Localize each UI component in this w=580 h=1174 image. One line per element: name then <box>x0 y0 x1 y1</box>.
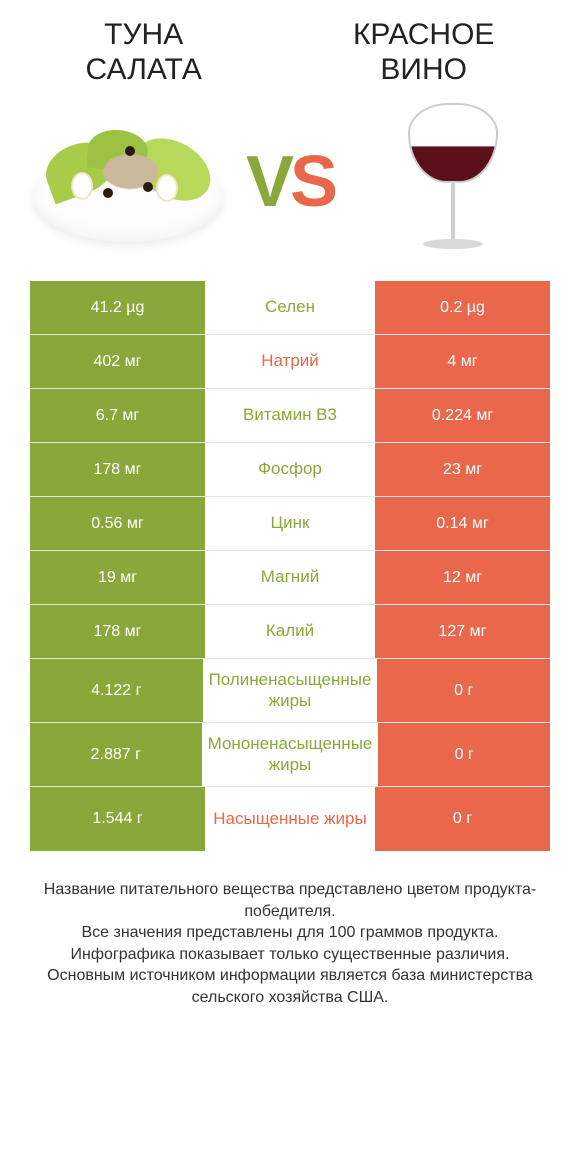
left-value-cell: 1.544 г <box>30 787 205 851</box>
table-row: 178 мгКалий127 мг <box>30 605 550 659</box>
table-row: 402 мгНатрий4 мг <box>30 335 550 389</box>
left-value-cell: 6.7 мг <box>30 389 205 442</box>
table-row: 178 мгФосфор23 мг <box>30 443 550 497</box>
right-value-cell: 12 мг <box>375 551 550 604</box>
footer-line-4: Основным источником информации является … <box>18 965 562 1008</box>
titles-row: Туна Салата Красное Вино <box>0 0 580 97</box>
nutrient-name-cell: Фосфор <box>205 443 375 496</box>
nutrient-name-cell: Цинк <box>205 497 375 550</box>
right-title-line1: Красное <box>353 18 495 51</box>
nutrient-name-cell: Натрий <box>205 335 375 388</box>
wine-glass-icon <box>393 97 513 267</box>
left-product-title: Туна Салата <box>86 18 202 87</box>
table-row: 19 мгМагний12 мг <box>30 551 550 605</box>
table-row: 4.122 гПолиненасыщенные жиры0 г <box>30 659 550 723</box>
table-row: 2.887 гМононенасыщенные жиры0 г <box>30 723 550 787</box>
left-value-cell: 41.2 µg <box>30 281 205 334</box>
left-value-cell: 0.56 мг <box>30 497 205 550</box>
nutrient-name-cell: Насыщенные жиры <box>205 787 375 851</box>
left-value-cell: 4.122 г <box>30 659 203 722</box>
footer-line-1: Название питательного вещества представл… <box>18 879 562 922</box>
nutrient-name-cell: Калий <box>205 605 375 658</box>
right-value-cell: 0.2 µg <box>375 281 550 334</box>
left-value-cell: 2.887 г <box>30 723 202 786</box>
right-value-cell: 0 г <box>377 659 550 722</box>
left-value-cell: 402 мг <box>30 335 205 388</box>
vs-v: V <box>246 142 290 222</box>
nutrient-name-cell: Витамин B3 <box>205 389 375 442</box>
right-value-cell: 0 г <box>378 723 550 786</box>
left-title-line2: Салата <box>86 53 202 86</box>
right-value-cell: 23 мг <box>375 443 550 496</box>
left-value-cell: 19 мг <box>30 551 205 604</box>
left-value-cell: 178 мг <box>30 605 205 658</box>
vs-label: VS <box>246 141 334 223</box>
left-title-line1: Туна <box>104 18 183 51</box>
table-row: 41.2 µgСелен0.2 µg <box>30 281 550 335</box>
right-value-cell: 4 мг <box>375 335 550 388</box>
left-product-image <box>30 107 225 257</box>
images-row: VS <box>0 97 580 281</box>
table-row: 1.544 гНасыщенные жиры0 г <box>30 787 550 851</box>
right-value-cell: 0 г <box>375 787 550 851</box>
infographic-root: Туна Салата Красное Вино VS 41.2 µgС <box>0 0 580 1174</box>
right-value-cell: 0.14 мг <box>375 497 550 550</box>
nutrient-name-cell: Селен <box>205 281 375 334</box>
right-title-line2: Вино <box>380 53 467 86</box>
footer-notes: Название питательного вещества представл… <box>0 851 580 1027</box>
right-product-image <box>355 107 550 257</box>
right-value-cell: 0.224 мг <box>375 389 550 442</box>
vs-s: S <box>290 142 334 222</box>
footer-line-3: Инфографика показывает только существенн… <box>18 944 562 966</box>
table-row: 0.56 мгЦинк0.14 мг <box>30 497 550 551</box>
tuna-salad-icon <box>33 122 223 242</box>
right-product-title: Красное Вино <box>353 18 495 87</box>
nutrition-table: 41.2 µgСелен0.2 µg402 мгНатрий4 мг6.7 мг… <box>0 281 580 851</box>
nutrient-name-cell: Полиненасыщенные жиры <box>203 659 378 722</box>
nutrient-name-cell: Мононенасыщенные жиры <box>202 723 379 786</box>
right-value-cell: 127 мг <box>375 605 550 658</box>
left-value-cell: 178 мг <box>30 443 205 496</box>
nutrient-name-cell: Магний <box>205 551 375 604</box>
table-row: 6.7 мгВитамин B30.224 мг <box>30 389 550 443</box>
footer-line-2: Все значения представлены для 100 граммо… <box>18 922 562 944</box>
